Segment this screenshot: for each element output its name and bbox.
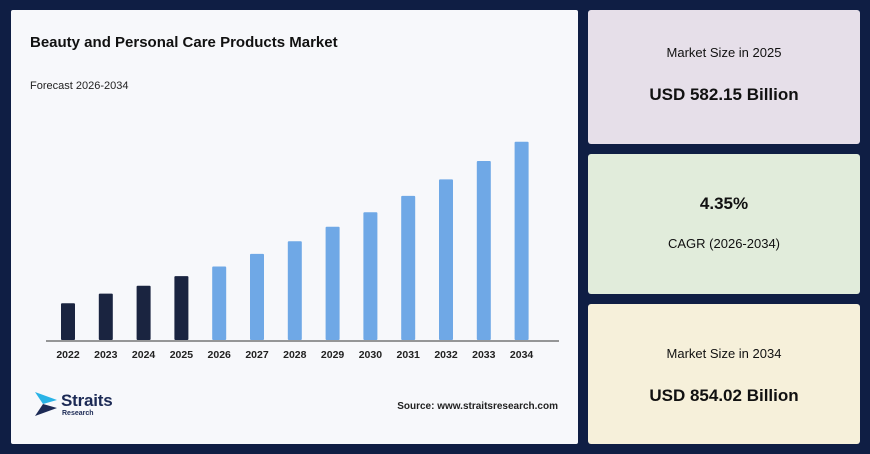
bars-group <box>61 141 529 340</box>
bar-2029 <box>325 226 340 340</box>
bar-chart: 2022 2023 2024 2025 2026 2027 2028 2029 2030 2031… <box>46 141 559 361</box>
bar-2027 <box>250 253 264 340</box>
market-size-2025-card: Market Size in 2025 USD 582.15 Billion <box>588 10 860 144</box>
source-text: Source: www.straitsresearch.com <box>397 401 558 412</box>
x-tick-2024: 2024 <box>132 349 156 361</box>
market-size-2034-value: USD 854.02 Billion <box>649 386 799 405</box>
chart-subtitle: Forecast 2026-2034 <box>30 80 129 92</box>
cagr-value: 4.35% <box>699 194 749 213</box>
x-tick-2026: 2026 <box>208 349 232 361</box>
bar-2033 <box>476 161 491 340</box>
chart-panel: Beauty and Personal Care Products Market… <box>11 10 578 444</box>
market-size-2034-card: Market Size in 2034 USD 854.02 Billion <box>588 304 860 444</box>
x-tick-2034: 2034 <box>510 349 534 361</box>
straits-research-logo: Straits Research <box>35 390 135 422</box>
bar-2030 <box>363 212 378 340</box>
bar-2028 <box>287 241 302 340</box>
bar-2024 <box>136 285 151 340</box>
bar-2025 <box>174 276 189 340</box>
cagr-card: 4.35% CAGR (2026-2034) <box>588 154 860 294</box>
x-tick-2027: 2027 <box>245 349 269 361</box>
market-size-2034-label: Market Size in 2034 <box>666 346 782 361</box>
x-tick-labels: 2022 2023 2024 2025 2026 2027 2028 2029 2030 2031… <box>56 349 533 361</box>
x-tick-2029: 2029 <box>321 349 345 361</box>
brand-name: Straits <box>61 391 113 410</box>
x-tick-2033: 2033 <box>472 349 496 361</box>
cagr-label: CAGR (2026-2034) <box>668 236 780 251</box>
x-tick-2022: 2022 <box>56 349 80 361</box>
chart-title: Beauty and Personal Care Products Market <box>30 34 338 51</box>
bar-2022 <box>61 303 75 340</box>
x-tick-2025: 2025 <box>170 349 194 361</box>
bar-2034 <box>514 141 529 340</box>
x-tick-2028: 2028 <box>283 349 307 361</box>
brand-sub: Research <box>62 410 94 417</box>
bar-2026 <box>212 266 227 340</box>
x-tick-2030: 2030 <box>359 349 383 361</box>
market-size-2025-value: USD 582.15 Billion <box>649 85 799 104</box>
logo-mark-icon <box>35 392 57 416</box>
bar-2031 <box>401 195 416 340</box>
x-tick-2031: 2031 <box>397 349 421 361</box>
x-tick-2032: 2032 <box>434 349 458 361</box>
bar-2032 <box>439 179 453 340</box>
bar-2023 <box>98 293 113 340</box>
market-size-2025-label: Market Size in 2025 <box>666 45 782 60</box>
x-tick-2023: 2023 <box>94 349 118 361</box>
